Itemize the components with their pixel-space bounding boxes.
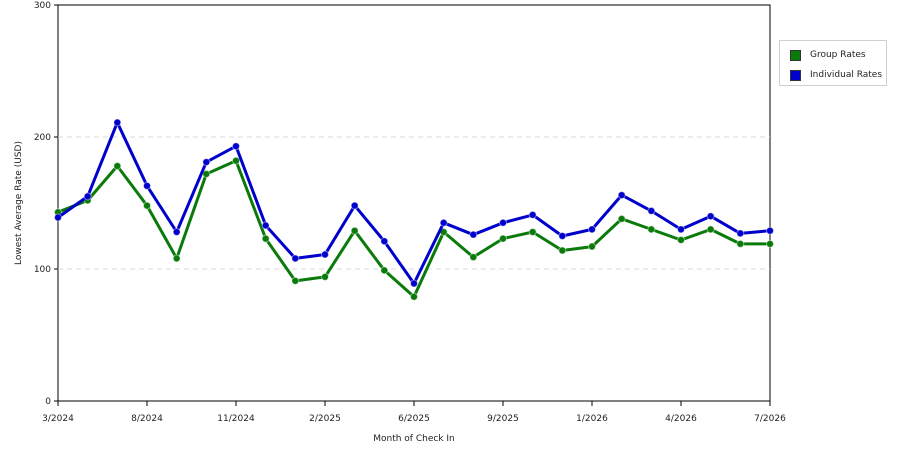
- y-tick-label: 100: [34, 265, 51, 275]
- data-point-individual-rates[interactable]: [439, 218, 448, 227]
- y-axis-title: Lowest Average Rate (USD): [14, 141, 24, 265]
- x-axis-title: Month of Check In: [373, 434, 455, 444]
- data-point-group-rates[interactable]: [647, 225, 656, 234]
- legend-label-group-rates: Group Rates: [810, 50, 866, 60]
- x-tick-label: 7/2026: [754, 414, 786, 424]
- data-point-group-rates[interactable]: [469, 253, 478, 262]
- data-point-group-rates[interactable]: [113, 162, 122, 171]
- data-point-individual-rates[interactable]: [766, 226, 774, 235]
- data-point-individual-rates[interactable]: [617, 191, 626, 200]
- data-point-individual-rates[interactable]: [202, 158, 211, 167]
- data-point-individual-rates[interactable]: [350, 201, 359, 210]
- y-tick-label: 200: [34, 133, 51, 143]
- data-point-individual-rates[interactable]: [172, 228, 181, 237]
- data-point-group-rates[interactable]: [528, 228, 537, 237]
- data-point-individual-rates[interactable]: [706, 212, 715, 221]
- data-point-individual-rates[interactable]: [291, 254, 300, 263]
- data-point-individual-rates[interactable]: [54, 213, 62, 222]
- x-tick-label: 4/2026: [665, 414, 697, 424]
- legend-swatch-group-rates: [790, 49, 801, 61]
- data-point-individual-rates[interactable]: [469, 230, 478, 239]
- data-point-group-rates[interactable]: [172, 254, 181, 263]
- data-point-individual-rates[interactable]: [321, 250, 329, 259]
- data-point-group-rates[interactable]: [261, 234, 270, 243]
- data-point-individual-rates[interactable]: [83, 192, 92, 201]
- x-tick-label: 9/2025: [487, 414, 519, 424]
- data-point-individual-rates[interactable]: [113, 118, 122, 127]
- legend-item-group-rates: Group Rates: [790, 48, 866, 62]
- data-point-group-rates[interactable]: [736, 239, 745, 248]
- data-point-individual-rates[interactable]: [261, 221, 270, 230]
- data-point-individual-rates[interactable]: [588, 225, 596, 234]
- data-point-group-rates[interactable]: [706, 225, 715, 234]
- legend-label-individual-rates: Individual Rates: [810, 70, 883, 80]
- legend-swatch-individual-rates: [790, 69, 801, 81]
- data-point-group-rates[interactable]: [232, 156, 240, 165]
- data-point-group-rates[interactable]: [143, 201, 151, 210]
- x-tick-label: 8/2024: [131, 414, 163, 424]
- data-point-group-rates[interactable]: [558, 246, 567, 255]
- x-tick-label: 11/2024: [217, 414, 255, 424]
- x-tick-label: 1/2026: [576, 414, 608, 424]
- data-point-group-rates[interactable]: [321, 272, 329, 281]
- data-point-group-rates[interactable]: [410, 292, 418, 301]
- data-point-group-rates[interactable]: [677, 235, 685, 244]
- legend-item-individual-rates: Individual Rates: [790, 68, 882, 82]
- x-tick-label: 6/2025: [398, 414, 430, 424]
- x-axis: 3/2024 8/2024 11/2024 2/2025 6/2025 9/2025 1/2…: [42, 401, 786, 424]
- data-point-group-rates[interactable]: [350, 226, 359, 235]
- y-tick-label: 300: [34, 1, 51, 11]
- plot-area: [57, 4, 771, 402]
- data-point-individual-rates[interactable]: [232, 142, 240, 151]
- data-point-individual-rates[interactable]: [647, 206, 656, 215]
- data-point-individual-rates[interactable]: [677, 225, 685, 234]
- gridlines: [58, 136, 770, 270]
- data-point-individual-rates[interactable]: [528, 210, 537, 219]
- data-point-group-rates[interactable]: [766, 239, 774, 248]
- series-group-rates: [54, 156, 774, 301]
- data-point-individual-rates[interactable]: [380, 237, 389, 246]
- data-point-group-rates[interactable]: [499, 234, 507, 243]
- x-tick-label: 3/2024: [42, 414, 74, 424]
- data-point-group-rates[interactable]: [380, 266, 389, 275]
- x-tick-label: 2/2025: [309, 414, 341, 424]
- data-point-group-rates[interactable]: [588, 242, 596, 251]
- series-individual-rates: [54, 118, 774, 288]
- data-point-individual-rates[interactable]: [736, 229, 745, 238]
- data-point-individual-rates[interactable]: [143, 181, 151, 190]
- data-point-group-rates[interactable]: [291, 276, 300, 285]
- y-tick-label: 0: [45, 397, 51, 407]
- legend: Group Rates Individual Rates: [779, 40, 887, 86]
- data-point-individual-rates[interactable]: [499, 218, 507, 227]
- data-point-individual-rates[interactable]: [558, 232, 567, 240]
- data-point-individual-rates[interactable]: [410, 279, 418, 288]
- series-layer: [54, 118, 774, 301]
- data-point-group-rates[interactable]: [617, 214, 626, 223]
- y-axis: 0 100 200 300: [34, 1, 58, 407]
